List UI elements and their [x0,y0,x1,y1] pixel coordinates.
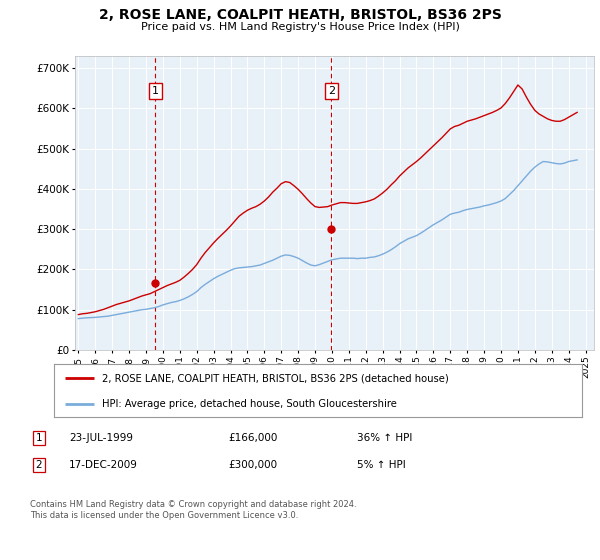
Text: 2, ROSE LANE, COALPIT HEATH, BRISTOL, BS36 2PS (detached house): 2, ROSE LANE, COALPIT HEATH, BRISTOL, BS… [101,374,448,384]
Text: 2: 2 [328,86,335,96]
Text: £300,000: £300,000 [228,460,277,470]
Text: Price paid vs. HM Land Registry's House Price Index (HPI): Price paid vs. HM Land Registry's House … [140,22,460,32]
Text: 1: 1 [152,86,159,96]
Text: 36% ↑ HPI: 36% ↑ HPI [357,433,412,443]
Text: £166,000: £166,000 [228,433,277,443]
Text: Contains HM Land Registry data © Crown copyright and database right 2024.
This d: Contains HM Land Registry data © Crown c… [30,500,356,520]
Text: HPI: Average price, detached house, South Gloucestershire: HPI: Average price, detached house, Sout… [101,399,397,409]
Text: 17-DEC-2009: 17-DEC-2009 [69,460,138,470]
Text: 2: 2 [35,460,43,470]
Text: 23-JUL-1999: 23-JUL-1999 [69,433,133,443]
Text: 1: 1 [35,433,43,443]
Text: 5% ↑ HPI: 5% ↑ HPI [357,460,406,470]
Text: 2, ROSE LANE, COALPIT HEATH, BRISTOL, BS36 2PS: 2, ROSE LANE, COALPIT HEATH, BRISTOL, BS… [98,8,502,22]
